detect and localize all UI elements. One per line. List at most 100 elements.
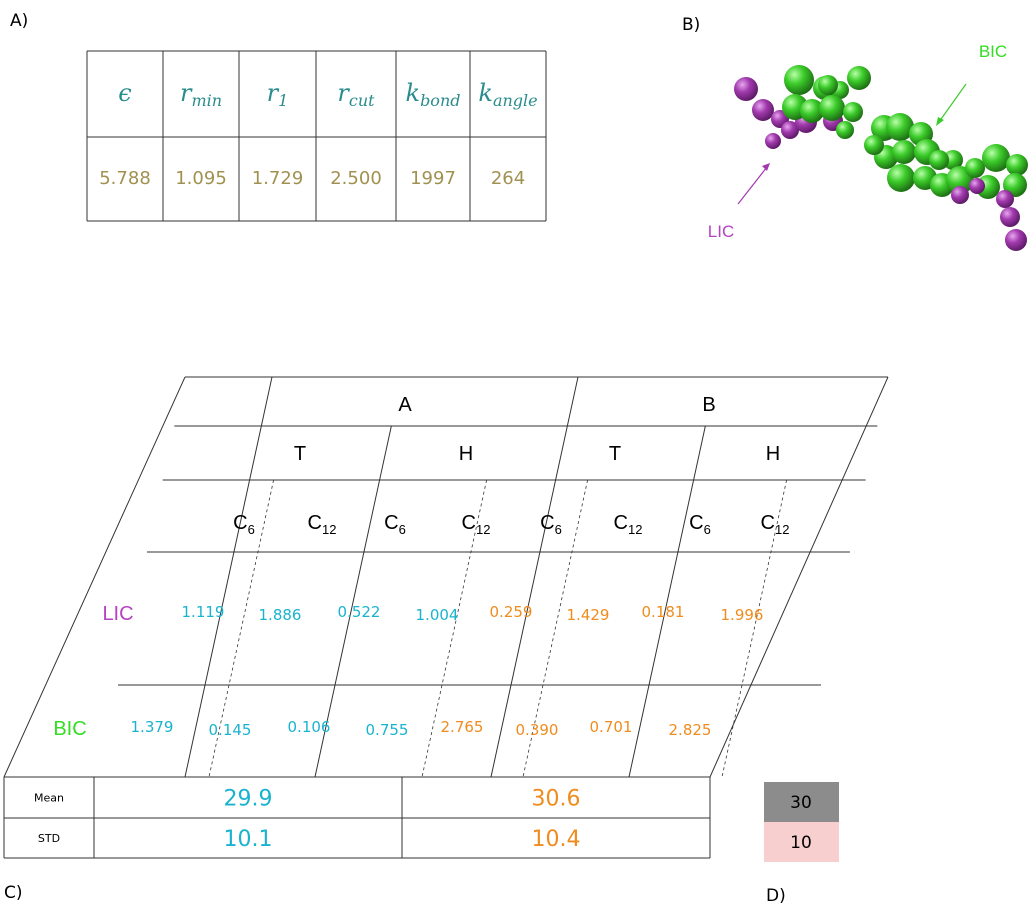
bic-sphere [982,144,1010,172]
cell-value: 2.765 [441,718,484,736]
stats-value-b: 10.4 [532,827,581,852]
param-header: kbond [406,79,461,110]
lic-label: LIC [708,222,734,241]
grid-dashed-divider [721,479,787,778]
cell-value: 0.390 [516,721,559,739]
bic-sphere [886,113,914,141]
bic-sphere [836,121,854,139]
param-value: 1.095 [175,168,227,189]
cell-value: 1.429 [567,606,610,624]
parameter-grid: A B T H T H C6 C12 C6 C12 C6 C12 C6 C12 LIC 1.119 1.886 0… [3,376,889,778]
panel-label-a: A) [10,11,28,31]
grid-vline [314,425,392,778]
grid-dashed-divider [522,479,588,778]
bic-sphere [818,75,838,95]
lic-arrowhead [762,163,770,171]
bic-sphere [1006,154,1028,176]
group-header: A [398,394,412,416]
lic-arrow [737,166,768,205]
cell-value: 0.181 [642,603,685,621]
cell-value: 1.119 [182,603,225,621]
param-value: 264 [491,168,525,189]
bic-sphere [800,99,824,123]
cell-value: 0.701 [590,718,633,736]
sub-header: H [766,443,780,465]
legend-value: 10 [790,833,812,853]
cell-value: 1.996 [721,606,764,624]
cell-value: 0.755 [366,721,409,739]
grid-dashed-divider [208,479,274,778]
bic-label: BIC [979,42,1007,61]
stats-value-b: 30.6 [532,787,581,812]
molecule-rendering: BIC LIC [708,42,1028,251]
param-header: rcut [337,79,375,110]
grid-left-edge [3,376,186,778]
coef-header: C12 [614,512,643,537]
bic-sphere [847,66,871,90]
param-header: ϵ [118,79,131,107]
bic-sphere [965,158,985,178]
stats-value-a: 29.9 [224,787,273,812]
coef-header: C12 [462,512,491,537]
row-label: LIC [102,603,133,625]
bic-arrow [938,83,967,123]
stats-table: Mean 29.9 30.6 STD 10.1 10.4 [3,776,711,859]
lic-sphere [969,178,985,194]
cell-value: 0.522 [338,603,381,621]
group-header: B [702,394,715,416]
bic-sphere [843,102,863,122]
cell-value: 0.106 [288,718,331,736]
coef-header: C6 [540,512,562,537]
param-value: 5.788 [99,168,151,189]
grid-right-edge [709,376,889,778]
lic-sphere [734,77,758,101]
coef-header: C6 [233,512,255,537]
panel-label-b: B) [682,15,700,35]
bic-sphere [929,150,949,170]
lic-sphere [1000,207,1020,227]
lic-sphere [781,121,799,139]
sub-header: T [294,443,306,465]
cell-value: 0.145 [209,721,252,739]
parameter-table: ϵ rmin r1 rcut kbond kangle 5.788 1.095 1.729 2.5… [86,50,547,222]
grid-vline [628,425,706,778]
color-legend: 30 10 [764,782,839,862]
param-header: kangle [478,79,537,110]
bic-sphere [864,135,884,155]
row-label: BIC [53,718,86,740]
lic-sphere [996,190,1014,208]
param-value: 1997 [410,168,456,189]
lic-sphere [752,99,774,121]
grid-vline [184,376,273,778]
bic-sphere [819,95,845,121]
param-header: rmin [180,79,222,110]
panel-label-c: C) [4,883,23,903]
legend-swatch [764,782,839,822]
bic-arrowhead [936,117,944,126]
panel-label-d: D) [766,886,786,906]
param-value: 2.500 [330,168,382,189]
stats-row-label: STD [38,832,60,845]
coef-header: C12 [308,512,337,537]
param-header: r1 [267,79,289,110]
coef-header: C6 [384,512,406,537]
bic-sphere [892,140,916,164]
cell-value: 0.259 [490,603,533,621]
bic-sphere [887,164,915,192]
stats-value-a: 10.1 [224,827,273,852]
cell-value: 2.825 [669,721,712,739]
grid-vline [490,376,579,778]
sub-header: T [609,443,621,465]
coef-header: C12 [761,512,790,537]
bic-sphere [784,65,814,95]
grid-dashed-divider [421,479,487,778]
cell-value: 1.004 [416,606,459,624]
lic-sphere [765,133,781,149]
param-value: 1.729 [252,168,304,189]
sub-header: H [459,443,473,465]
legend-value: 30 [790,793,812,813]
stats-row-label: Mean [34,792,64,805]
cell-value: 1.886 [259,606,302,624]
coef-header: C6 [689,512,711,537]
